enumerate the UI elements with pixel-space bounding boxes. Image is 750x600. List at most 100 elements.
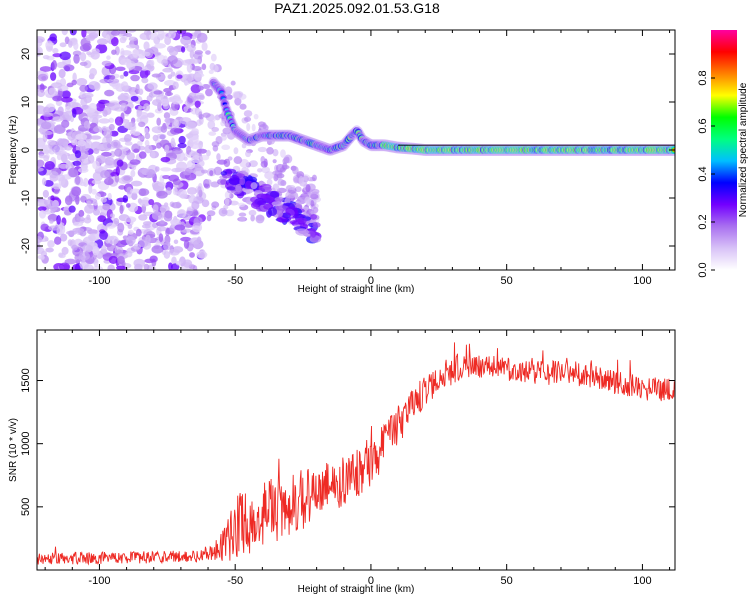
- spectrogram-cell: [238, 216, 246, 222]
- spectrogram-cell: [68, 167, 79, 178]
- spectrogram-cell: [258, 186, 272, 193]
- spectrogram-cell: [85, 30, 97, 35]
- spectrogram-cell: [42, 112, 54, 117]
- spectrogram-cell: [239, 177, 246, 186]
- spectrogram-cell: [86, 51, 92, 56]
- spectrogram-cell: [269, 190, 280, 198]
- spectrogram-cell: [71, 244, 78, 251]
- spectrogram-cell: [186, 103, 191, 109]
- spectrogram-cell: [111, 49, 117, 55]
- spectrogram-cell: [87, 154, 95, 164]
- spectrogram-cell: [130, 180, 143, 187]
- spectrogram-cell: [110, 139, 121, 149]
- spectrogram-cell: [172, 187, 178, 196]
- spectrogram-cell: [40, 223, 50, 232]
- spectrogram-cell: [104, 163, 116, 169]
- spectrogram-cell: [94, 30, 102, 35]
- spectrogram-cell: [164, 144, 170, 152]
- spectrogram-cell: [266, 178, 273, 186]
- spectrogram-cell: [246, 122, 251, 132]
- spectrogram-cell: [131, 192, 138, 201]
- spectrogram-cell: [117, 222, 125, 233]
- colorbar-label: Normalized spectral amplitude: [738, 82, 749, 217]
- spectrogram-cell: [276, 205, 289, 211]
- spectrogram-cell: [37, 159, 45, 167]
- spectrogram-cell: [277, 179, 285, 186]
- spectrogram-cell: [37, 167, 44, 172]
- spectrogram-cell: [78, 251, 91, 261]
- spectrogram-cell: [177, 142, 187, 149]
- spectrogram-cell: [124, 141, 133, 146]
- spectrogram-cell: [92, 126, 103, 133]
- spectrogram-cell: [129, 159, 141, 165]
- spectrogram-x-axis-label: Height of straight line (km): [298, 284, 415, 295]
- spectrogram-cell: [49, 205, 58, 212]
- colorbar-tick-label: 0.0: [697, 262, 709, 277]
- spectrogram-cell: [164, 118, 175, 123]
- spectrogram-cell: [83, 217, 92, 224]
- spectrogram-cell: [141, 51, 151, 57]
- spectrogram-cell: [40, 121, 52, 130]
- spectrogram-cell: [106, 244, 117, 252]
- spectrogram-cell: [101, 244, 107, 254]
- spectrogram-cell: [144, 70, 151, 76]
- spectrogram-cell: [208, 115, 217, 123]
- spectrogram-cell: [144, 132, 151, 140]
- spectrogram-cell: [41, 130, 53, 136]
- chart-title: PAZ1.2025.092.01.53.G18: [274, 0, 440, 16]
- spectrogram-cell: [127, 223, 133, 229]
- spectrogram-cell: [133, 148, 140, 153]
- spectrogram-cell: [49, 219, 54, 224]
- spectrogram-cell: [214, 114, 221, 121]
- spectrogram-cell: [205, 50, 211, 55]
- spectrogram-cell: [161, 98, 169, 107]
- spectrogram-cell: [72, 264, 81, 270]
- spectrogram-cell: [137, 140, 143, 146]
- spectrogram-cell: [139, 167, 150, 174]
- spectrogram-cell: [175, 260, 182, 266]
- spectrogram-cell: [197, 159, 205, 168]
- spectrogram-cell: [124, 121, 133, 130]
- spectrogram-cell: [183, 156, 188, 161]
- spectrogram-cell: [93, 82, 101, 91]
- colorbar-gradient: [711, 30, 737, 270]
- spectrogram-cell: [43, 155, 50, 162]
- spectrogram-cell: [118, 185, 126, 190]
- spectrogram-cell: [126, 203, 131, 208]
- spectrogram-cell: [110, 30, 121, 36]
- spectrogram-cell: [61, 30, 68, 36]
- spectrogram-cell: [37, 206, 47, 212]
- spectrogram-cell: [150, 150, 156, 159]
- spectrogram-xtick-label: 0: [368, 275, 374, 287]
- spectrogram-cell: [266, 147, 274, 155]
- spectrogram-cell: [163, 241, 171, 251]
- spectrogram-cell: [49, 171, 59, 179]
- spectrogram-cell: [38, 210, 47, 219]
- spectrogram-cell: [138, 151, 147, 159]
- spectrogram-cell: [143, 41, 150, 51]
- spectrogram-cell: [143, 103, 150, 112]
- spectrogram-cell: [138, 214, 148, 221]
- spectrogram-cell: [56, 153, 62, 161]
- spectrogram-cell: [84, 204, 95, 214]
- spectrogram-cell: [187, 75, 192, 84]
- spectrogram-cell: [101, 60, 112, 67]
- spectrogram-xtick-label: 100: [633, 275, 651, 287]
- colorbar: 0.0 0.2 0.4 0.6 0.8 Normalized spectral ampl…: [697, 30, 749, 278]
- spectrogram-cell: [271, 201, 283, 207]
- spectrogram-cell: [202, 112, 211, 118]
- spectrogram-cell: [61, 246, 69, 255]
- spectrogram-cell: [310, 210, 317, 215]
- spectrogram-cell: [275, 163, 285, 173]
- spectrogram-cell: [123, 175, 131, 181]
- snr-xtick-label: 100: [633, 575, 651, 587]
- spectrogram-cell: [160, 125, 168, 133]
- spectrogram-cell: [45, 42, 55, 47]
- spectrogram-cell: [167, 55, 178, 65]
- spectrogram-cell: [217, 178, 227, 185]
- spectrogram-cell: [143, 263, 150, 270]
- spectrogram-cell: [156, 117, 162, 126]
- spectrogram-cell: [59, 42, 67, 48]
- snr-panel: -100 -50 0 50 100 500 1000 1500 Height of strai…: [8, 329, 676, 595]
- spectrogram-cell: [89, 67, 98, 77]
